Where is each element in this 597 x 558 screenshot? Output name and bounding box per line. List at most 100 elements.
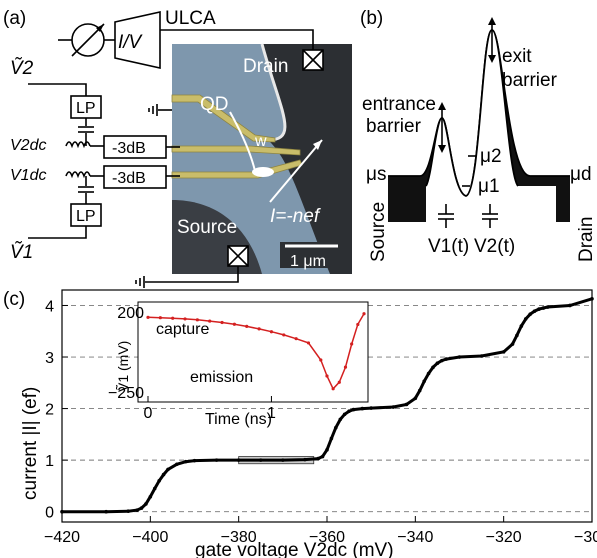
inset-point [245,324,249,328]
main-series [60,296,594,514]
inset-ylabel: Ṽ1 (mV) [115,341,131,392]
current-point [152,486,157,491]
current-point [444,357,449,361]
current-arrow [269,139,323,203]
panel-a: (a) QD w I=-nef Drain Source 1 μm [3,8,352,288]
current-point [501,350,506,354]
current-point [590,296,594,301]
inset-x-tick-label: 1 [267,405,276,422]
v2-ac-label: Ṽ2 [10,57,34,79]
mu1-label: μ1 [478,176,500,197]
inset-point [220,320,224,325]
inset-annotation-capture: capture [156,321,209,338]
inset-point [350,342,354,346]
panel-c: (c) −420 −400 −380 −360 −340 −320 −300 0 1 2 3 4 ga… [3,289,597,558]
current-point [258,458,263,462]
current-arrow-head [313,140,322,150]
inset-point [171,316,175,320]
inset-point [208,319,212,323]
current-point [510,342,515,346]
inset-point [325,374,329,378]
current-point [422,379,426,384]
inset-x-tick-label: 0 [144,405,153,422]
current-point [316,456,320,461]
current-point [157,478,161,483]
current-point [440,358,444,363]
y-tick-label: 0 [45,505,54,522]
gate-top [171,94,276,143]
x-tick-label: −360 [309,529,345,546]
inset-point [362,312,366,316]
current-point [183,459,188,464]
sem-edge [260,43,287,142]
v1t-label: V1(t) [428,236,469,257]
current-point [391,405,396,409]
scalebar-label: 1 μm [290,253,326,270]
attenuator-bottom [103,165,167,189]
sem-image: QD w I=-nef Drain Source 1 μm [171,43,352,274]
inset-point [337,380,341,384]
mu2-label: μ2 [480,146,502,167]
panel-b: (b) entrance barrier exit barrier μ2 μ1 … [360,8,597,262]
v2t-label: V2(t) [474,236,515,257]
potential-well-window [426,186,556,222]
inset-point [294,337,298,341]
current-point [528,312,532,317]
mu-d-label: μd [570,164,592,185]
inset-y-tick-label: −250 [108,385,144,402]
inset-point [158,316,162,320]
inset-point [195,318,199,322]
current-point [404,402,409,407]
panel-c-label: (c) [3,289,25,310]
current-point [541,306,546,310]
current-point [342,412,347,417]
gate-circuit: Ṽ2 LP V2dc -3dB V1dc -3dB LP [10,57,239,288]
y-tick-label: 3 [45,350,54,367]
ulca-amplifier: I/V ULCA [58,8,314,69]
y-tick-label: 1 [45,453,54,470]
w-label: w [254,133,267,150]
qd-dot [252,167,274,177]
current-point [338,417,343,422]
ground-top-icon [148,104,172,116]
current-point [148,494,153,499]
y-tick-label: 2 [45,402,54,419]
current-point [329,436,334,441]
v1t-capacitor-icon [438,204,454,228]
drain-label: Drain [243,56,288,77]
inset-curve [147,313,365,391]
main-xlabel: gate voltage V2dc (mV) [195,540,394,558]
main-plot: −420 −400 −380 −360 −340 −320 −300 0 1 2 3 4 gate v… [20,289,597,558]
current-point [334,425,338,430]
current-point [347,409,351,413]
exit-barrier-word: barrier [502,70,558,91]
inset-point [306,341,311,345]
drain-b-label: Drain [576,217,597,262]
current-point [413,396,418,401]
current-point [426,371,431,376]
inset-point [257,327,261,331]
lowpass-bottom-label: LP [76,208,96,225]
panel-b-label: (b) [360,8,383,29]
current-point [351,407,356,412]
x-tick-label: −320 [486,529,522,546]
inset-plot: 0 1 200 −250 capture emission Time (ns) Ṽ1 … [108,301,369,428]
current-point [431,365,435,370]
panel-a-label: (a) [3,8,26,29]
inset-xlabel: Time (ns) [205,411,272,428]
inset-y-tick-label: 200 [117,305,144,322]
v2t-capacitor-icon [482,204,498,228]
current-point [281,458,285,462]
current-point [568,303,572,308]
source-label: Source [177,217,237,238]
inset-point [183,317,187,321]
inset-point [146,315,150,319]
current-point [546,305,550,309]
current-point [135,508,139,512]
current-point [435,361,440,366]
lowpass-top-label: LP [76,100,96,117]
inset-point [269,330,274,334]
current-point [360,406,365,411]
current-point [139,506,144,510]
